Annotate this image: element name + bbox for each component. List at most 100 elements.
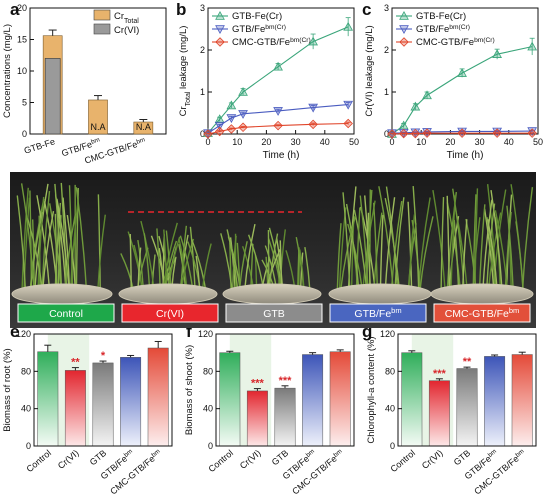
data-point — [457, 127, 467, 137]
seedling-leaf — [129, 234, 132, 291]
data-point — [226, 100, 237, 110]
x-axis-label: Time (h) — [263, 150, 300, 161]
seedling-leaf — [69, 197, 80, 291]
y-tick-label: 2 — [200, 45, 205, 55]
seedling-leaf — [355, 207, 361, 291]
chart-f-shoot-biomass: Control***Cr(VI)***GTBGTB/FebmCMC-GTB/Fe… — [184, 329, 355, 497]
data-point — [308, 103, 318, 113]
petri-dish — [222, 283, 322, 305]
panel-letter-a: a — [10, 0, 20, 19]
y-tick-label: 0 — [384, 129, 389, 139]
category-label: GTB — [452, 448, 473, 468]
y-tick-label: 15 — [17, 35, 27, 45]
bar — [329, 351, 351, 447]
seedling-leaf — [461, 219, 468, 291]
series-0 — [387, 37, 538, 138]
significance-mark: *** — [279, 375, 293, 387]
data-point — [398, 120, 409, 130]
series-0 — [203, 17, 354, 137]
data-point — [273, 107, 283, 116]
y-tick-label: 80 — [385, 366, 395, 376]
seedling-leaf — [140, 220, 155, 291]
seedling-leaf — [342, 192, 351, 291]
bar — [219, 352, 241, 447]
data-point — [410, 101, 421, 111]
data-point — [308, 119, 318, 130]
x-tick-label: 30 — [475, 137, 485, 147]
y-tick-label: 2 — [384, 45, 389, 55]
plot-frame — [33, 333, 173, 447]
x-tick-label: 20 — [445, 137, 455, 147]
chart-b-total-leakage: 0 10 20 30 40 50 0 1 2 3 Time (h) CrTotal leakage (… — [178, 3, 359, 161]
y-tick-label: 3 — [200, 3, 205, 13]
seedling-leaf — [97, 194, 101, 291]
seedling-leaf — [340, 215, 357, 291]
bar — [64, 370, 86, 447]
y-tick-label: 0 — [208, 441, 213, 451]
seedling-leaf — [373, 202, 379, 291]
data-point — [492, 49, 502, 58]
bar — [401, 352, 423, 447]
petri-dishes — [11, 283, 534, 305]
y-axis-label: Biomass of shoot (%) — [184, 345, 195, 435]
seedling-group — [432, 184, 534, 291]
data-point — [457, 128, 467, 138]
data-point — [422, 128, 432, 138]
treatment-label-text: CMC-GTB/Febm — [445, 306, 520, 321]
legend-marker — [215, 25, 225, 35]
data-point — [527, 128, 537, 138]
seedling-leaf — [68, 185, 74, 291]
data-point — [214, 121, 225, 131]
seedling-leaf — [26, 218, 44, 291]
seedling-leaf — [220, 233, 233, 291]
y-tick-label: 80 — [21, 366, 31, 376]
treatment-label-box — [121, 303, 219, 323]
seedling-leaf — [20, 183, 35, 291]
petri-dish — [430, 283, 534, 305]
x-tick-label: 0 — [205, 137, 210, 147]
seedling-leaf — [201, 243, 212, 291]
y-tick-label: 5 — [22, 98, 27, 108]
bar — [274, 387, 296, 447]
seedling-leaf — [490, 189, 503, 291]
seedling-leaf — [75, 187, 88, 291]
panel-letter-b: b — [176, 0, 187, 19]
seedling-leaf — [485, 203, 496, 291]
bar — [92, 362, 114, 447]
bar — [511, 354, 533, 447]
seedling-leaf — [54, 183, 63, 291]
chart-e-root-biomass: Control**Cr(VI)*GTBGTB/FebmCMC-GTB/Febm0… — [2, 329, 173, 497]
bar — [120, 357, 142, 447]
bar-cr6 — [44, 58, 61, 135]
data-point — [410, 128, 421, 139]
series-2 — [387, 128, 537, 139]
x-tick-label: 10 — [416, 137, 426, 147]
seedling-leaf — [440, 197, 445, 291]
category-label: GTB-Fe — [23, 136, 57, 155]
seedling-leaf — [384, 197, 396, 291]
seedling-leaf — [304, 247, 311, 291]
y-tick-label: 0 — [22, 129, 27, 139]
series-2 — [203, 118, 353, 139]
seedling-leaf — [504, 211, 512, 291]
seedling-leaf — [494, 210, 509, 291]
x-tick-label: 40 — [320, 137, 330, 147]
seedling-leaf — [359, 195, 369, 291]
data-point — [343, 100, 354, 110]
legend-label: Cr(VI) — [114, 25, 139, 36]
petri-dish — [118, 283, 218, 305]
legend-marker — [399, 37, 409, 47]
seedling-leaf — [453, 219, 460, 291]
seedling-leaf — [378, 186, 394, 291]
seedling-leaf — [487, 219, 498, 291]
seedling-leaf — [345, 203, 360, 291]
seedling-leaf — [446, 202, 462, 291]
seedling-leaf — [238, 241, 248, 291]
x-axis-label: Time (h) — [447, 150, 484, 161]
seedling-leaf — [385, 186, 399, 291]
petri-dish — [11, 283, 113, 305]
seedling-leaf — [41, 190, 51, 291]
seedling-leaf — [419, 216, 434, 291]
panel-letter-g: g — [362, 322, 373, 341]
